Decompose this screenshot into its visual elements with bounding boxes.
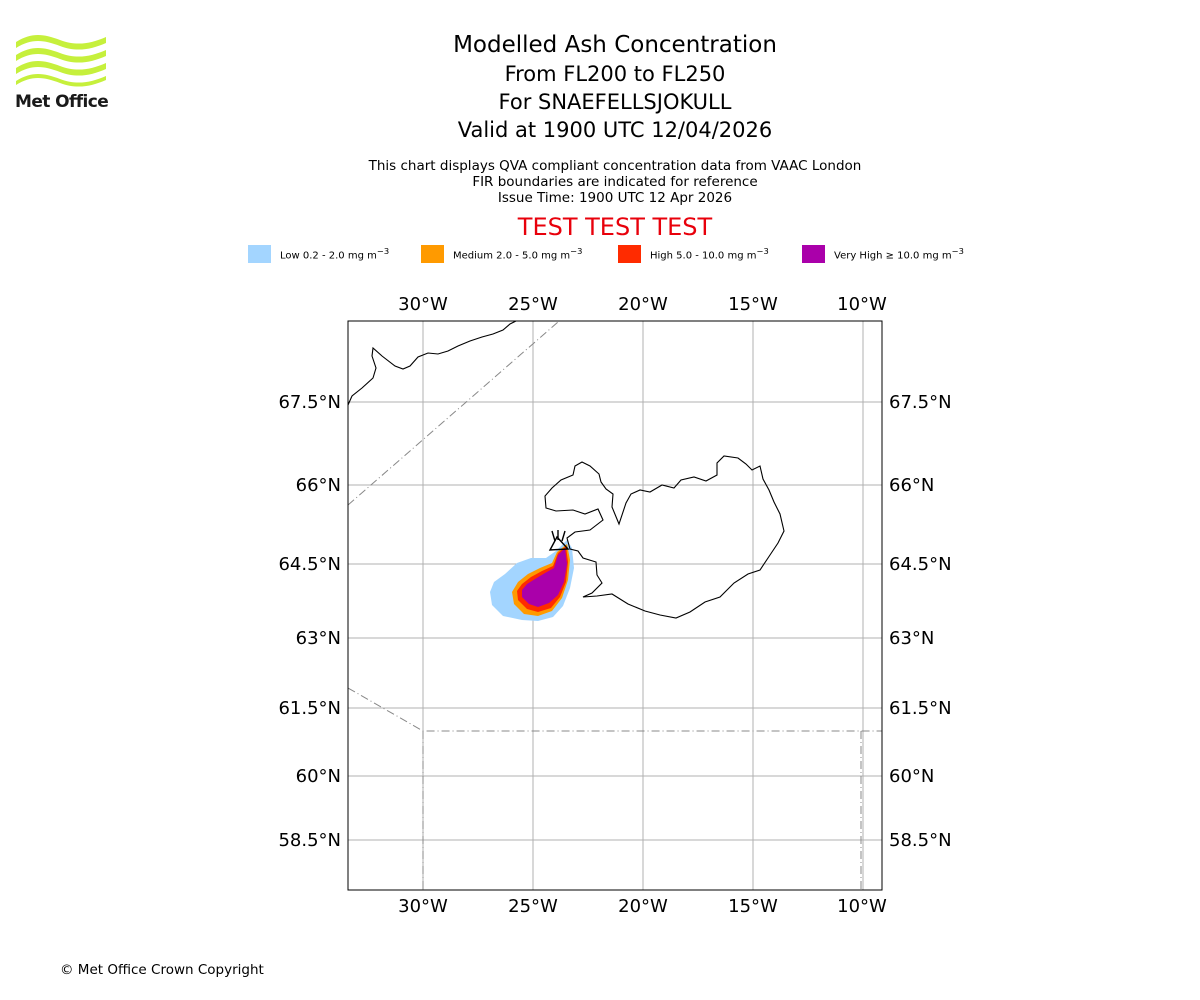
fir-boundary-greenland [348, 321, 559, 506]
lat-label-right: 67.5°N [889, 392, 952, 413]
lat-label-left: 64.5°N [278, 554, 341, 575]
iceland-coastline [544, 455, 785, 619]
lat-label-right: 60°N [889, 766, 934, 787]
lon-labels-bottom: 30°W 25°W 20°W 15°W 10°W [398, 896, 887, 917]
issue-time: Issue Time: 1900 UTC 12 Apr 2026 [497, 190, 733, 206]
legend-item-low: Low 0.2 - 2.0 mg m−3 [248, 244, 389, 264]
concentration-legend: Low 0.2 - 2.0 mg m−3 Medium 2.0 - 5.0 mg… [0, 244, 1200, 264]
lat-label-right: 63°N [889, 628, 934, 649]
lat-label-right: 58.5°N [889, 830, 952, 851]
chart-title: Modelled Ash Concentration [453, 32, 777, 58]
lat-labels-right: 67.5°N 66°N 64.5°N 63°N 61.5°N 60°N 58.5… [889, 392, 952, 851]
chart-title-block: Modelled Ash Concentration From FL200 to… [315, 30, 915, 144]
ash-plume-very-high [522, 548, 567, 607]
volcano-eruption-icon [551, 530, 566, 542]
lon-label-top: 25°W [508, 294, 558, 315]
subtitle-qva-line: This chart displays QVA compliant concen… [368, 158, 862, 174]
lon-label-top: 30°W [398, 294, 448, 315]
lat-label-right: 64.5°N [889, 554, 952, 575]
volcano-triangle-icon [548, 535, 570, 551]
lon-label-bottom: 20°W [618, 896, 668, 917]
lon-labels-top: 30°W 25°W 20°W 15°W 10°W [398, 294, 887, 315]
lat-label-left: 66°N [296, 475, 341, 496]
met-office-logo: Met Office [14, 30, 110, 112]
subtitle-fir-line: FIR boundaries are indicated for referen… [472, 174, 758, 190]
volcano-name: For SNAEFELLSJOKULL [498, 90, 732, 114]
legend-label-low: Low 0.2 - 2.0 mg m−3 [280, 246, 390, 262]
lon-label-top: 15°W [728, 294, 778, 315]
lon-label-bottom: 10°W [837, 896, 887, 917]
lon-label-bottom: 15°W [728, 896, 778, 917]
test-banner: TEST TEST TEST [517, 213, 713, 241]
lat-label-right: 61.5°N [889, 698, 952, 719]
flight-level-range: From FL200 to FL250 [504, 62, 726, 86]
legend-item-very-high: Very High ≥ 10.0 mg m−3 [802, 244, 964, 264]
greenland-coastline [348, 321, 517, 406]
lon-label-top: 10°W [837, 294, 887, 315]
legend-label-high: High 5.0 - 10.0 mg m−3 [650, 246, 769, 262]
legend-swatch-low [248, 245, 271, 263]
lat-label-left: 61.5°N [278, 698, 341, 719]
legend-item-high: High 5.0 - 10.0 mg m−3 [618, 244, 769, 264]
chart-subtitle-block: This chart displays QVA compliant concen… [315, 158, 915, 206]
lon-label-bottom: 30°W [398, 896, 448, 917]
ash-plume [490, 540, 574, 621]
legend-swatch-high [618, 245, 641, 263]
map-frame [347, 320, 883, 891]
legend-item-medium: Medium 2.0 - 5.0 mg m−3 [421, 244, 582, 264]
valid-time: Valid at 1900 UTC 12/04/2026 [457, 118, 773, 142]
lon-label-bottom: 25°W [508, 896, 558, 917]
met-office-waves-icon [16, 35, 106, 87]
lon-label-top: 20°W [618, 294, 668, 315]
map-background [348, 321, 882, 890]
legend-label-medium: Medium 2.0 - 5.0 mg m−3 [453, 246, 583, 262]
fir-boundaries [348, 321, 882, 890]
copyright-notice: © Met Office Crown Copyright [60, 962, 264, 978]
legend-swatch-very-high [802, 245, 825, 263]
legend-label-very-high: Very High ≥ 10.0 mg m−3 [834, 246, 964, 262]
logo-text: Met Office [15, 92, 109, 112]
lat-label-left: 67.5°N [278, 392, 341, 413]
lat-label-left: 60°N [296, 766, 341, 787]
legend-swatch-medium [421, 245, 444, 263]
volcano-marker [548, 530, 570, 551]
lat-labels-left: 67.5°N 66°N 64.5°N 63°N 61.5°N 60°N 58.5… [278, 392, 341, 851]
lat-label-right: 66°N [889, 475, 934, 496]
lat-label-left: 58.5°N [278, 830, 341, 851]
lat-label-left: 63°N [296, 628, 341, 649]
